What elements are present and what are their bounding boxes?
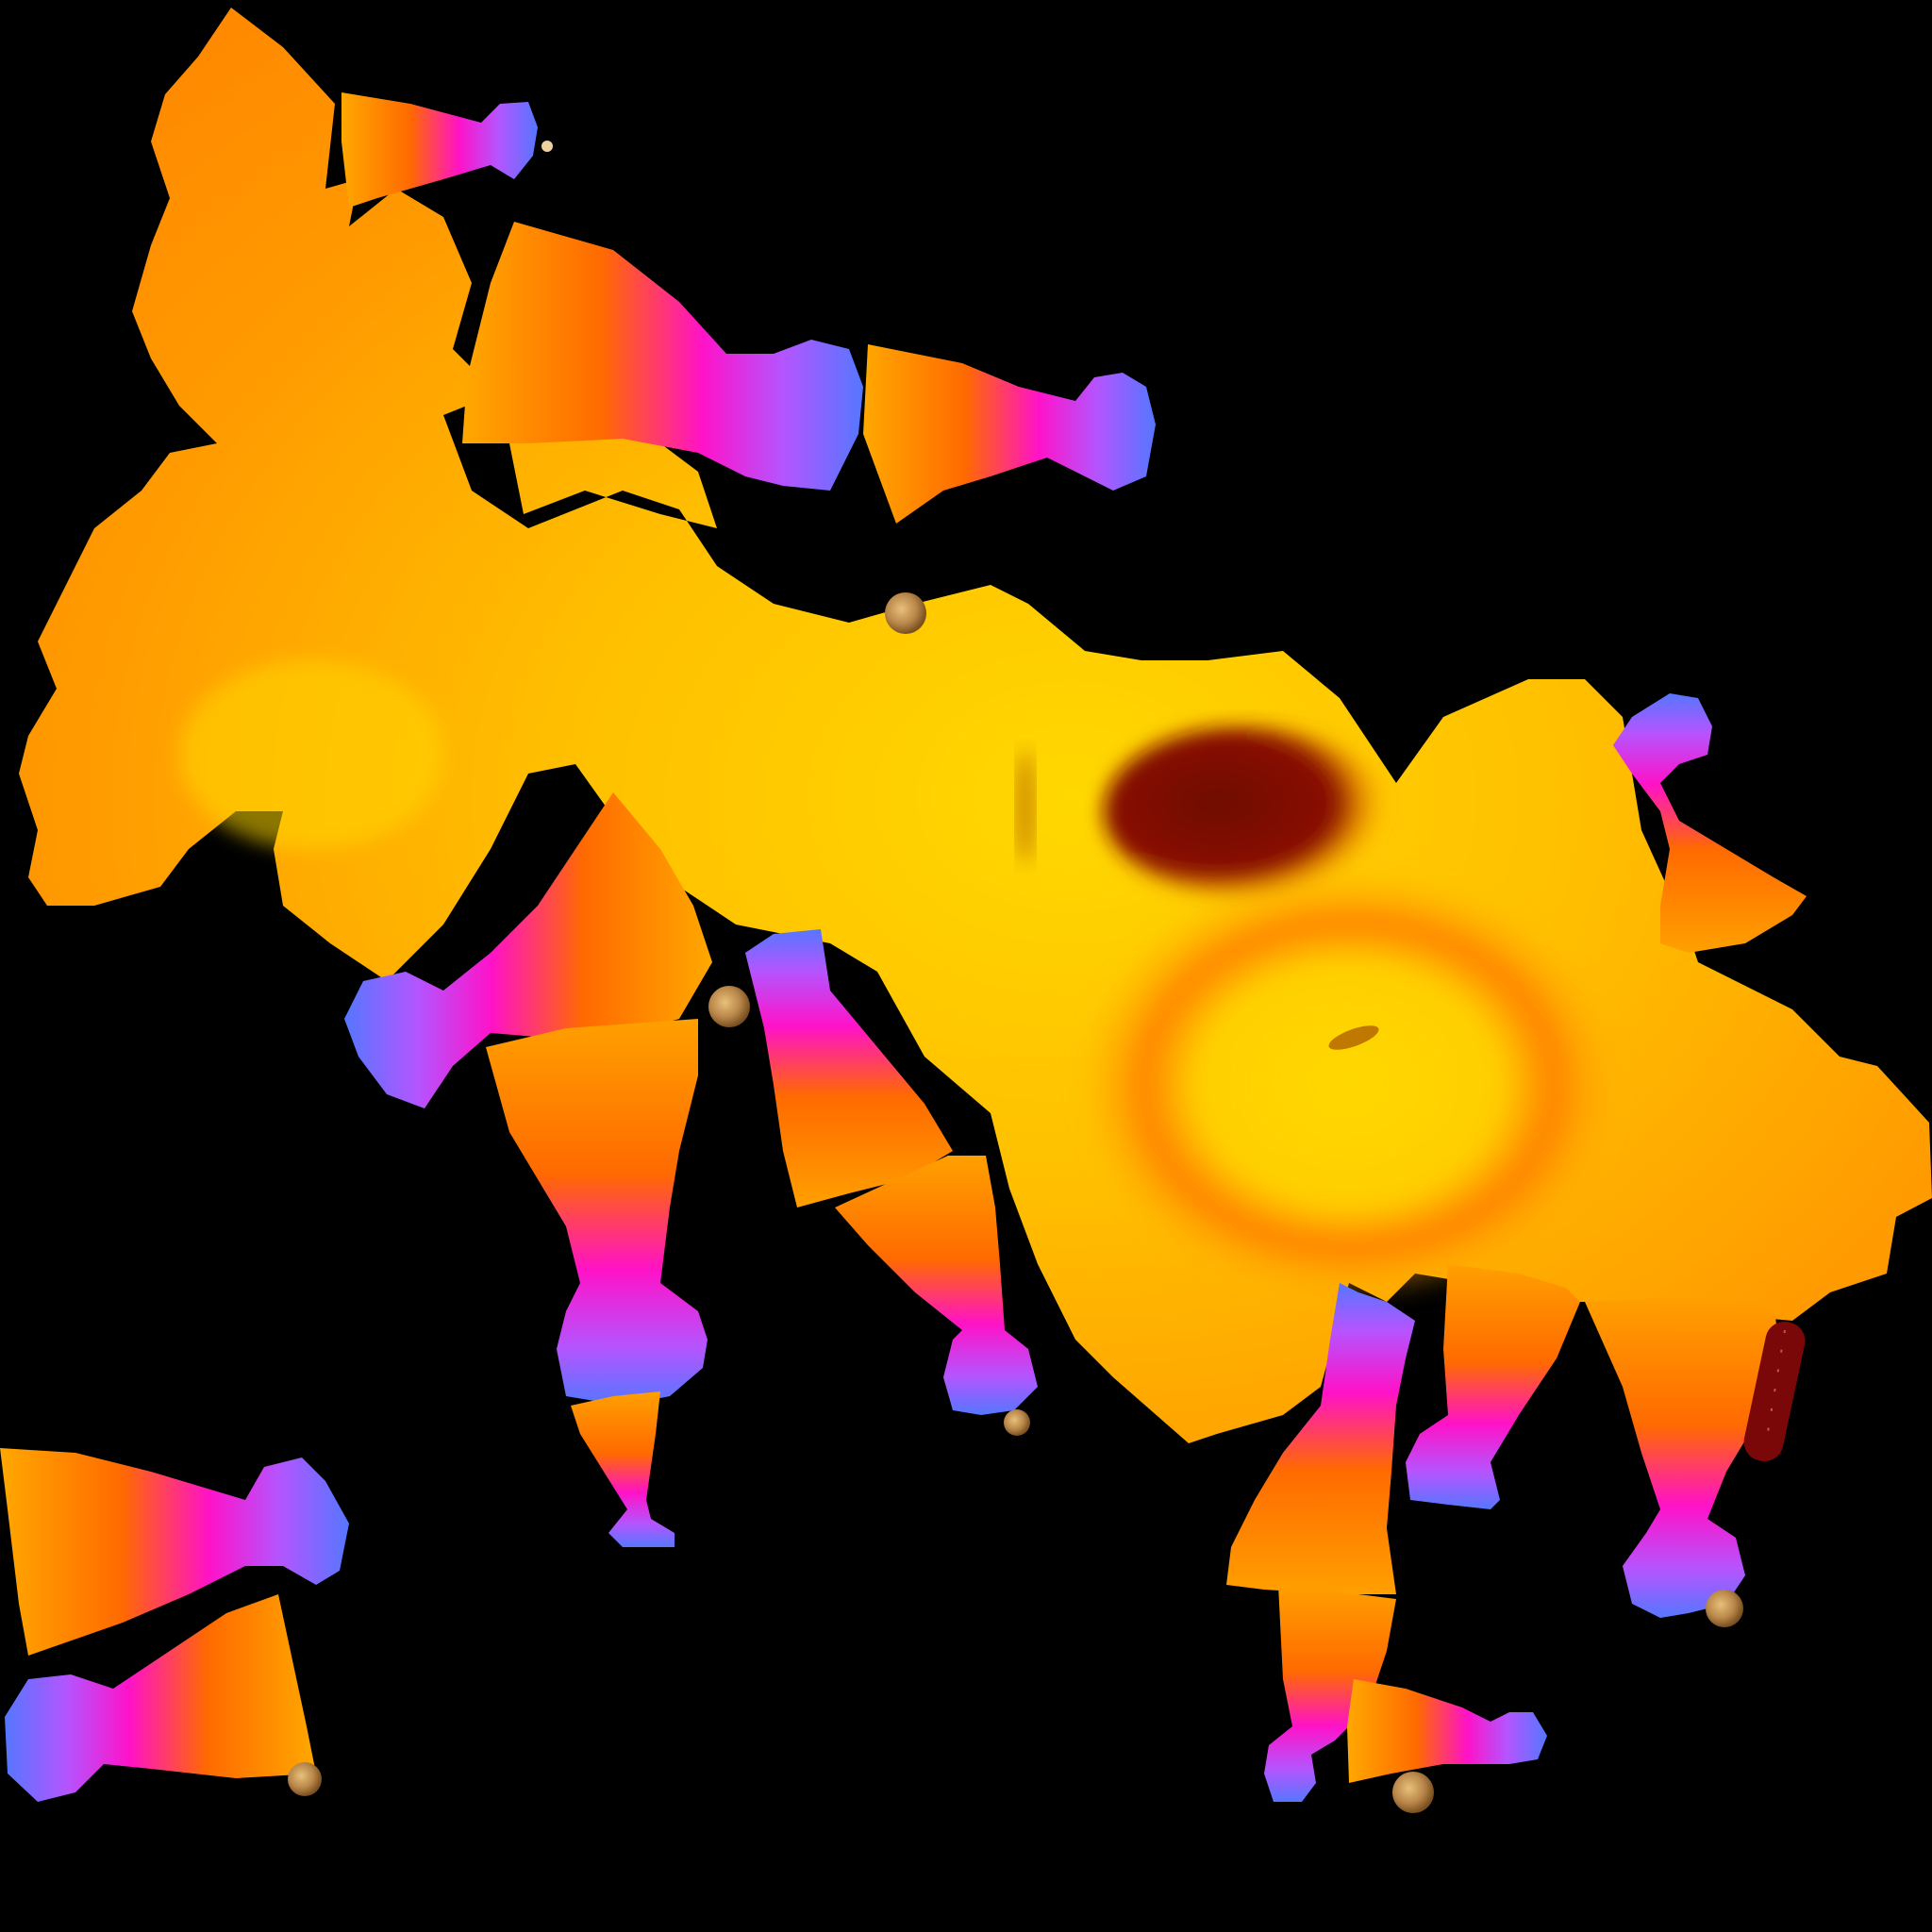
sphere-dot <box>1004 1409 1030 1436</box>
limb-segment <box>1613 693 1807 953</box>
dark-fleck <box>1328 1025 1379 1050</box>
dark-streak <box>1016 750 1035 863</box>
limb-segment <box>1585 1297 1783 1618</box>
sphere-dot <box>1392 1772 1434 1813</box>
limb-segment <box>745 929 953 1208</box>
limb-segment <box>571 1391 675 1547</box>
yellow-highlight <box>179 660 443 849</box>
limb-segment <box>341 92 538 208</box>
limb-segment <box>1264 1585 1396 1802</box>
limb-segment <box>5 1594 316 1802</box>
sphere-dot <box>1706 1590 1743 1627</box>
sphere-dot <box>708 986 750 1027</box>
center-glow <box>1075 868 1623 1302</box>
sphere-dot <box>541 141 553 152</box>
dark-red-rod <box>1743 1321 1806 1462</box>
sphere-dot <box>288 1762 322 1796</box>
limb-segment <box>462 222 863 491</box>
limb-segment <box>835 1156 1038 1415</box>
dark-patch <box>1104 726 1387 896</box>
limb-segment <box>1406 1264 1580 1509</box>
limb-segment <box>1347 1679 1547 1783</box>
limb-segment <box>0 1448 349 1656</box>
limb-segment <box>1226 1283 1415 1594</box>
sphere-dot <box>885 592 926 634</box>
limb-segment <box>486 1019 708 1406</box>
limb-segment <box>863 344 1156 524</box>
body-blob <box>19 8 1932 1443</box>
